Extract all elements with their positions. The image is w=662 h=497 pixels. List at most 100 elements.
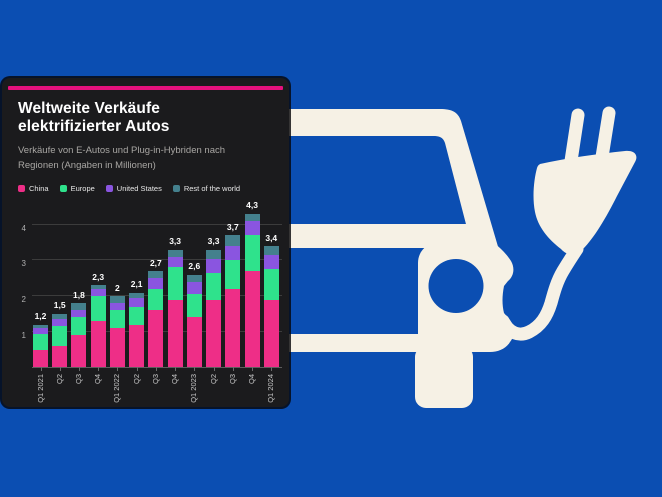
bar-total-label: 1,2 <box>34 311 47 322</box>
legend-swatch <box>105 185 113 193</box>
bar-segment-china <box>263 299 279 368</box>
bar-segment-china <box>90 321 106 368</box>
bar-segment-united-states <box>206 258 222 273</box>
axis-tick <box>213 367 215 372</box>
bar-total-label: 3,3 <box>169 236 182 247</box>
axis-tick <box>59 367 61 372</box>
bar-group <box>52 313 68 368</box>
bar-segment-europe <box>225 260 241 289</box>
car-beltline <box>268 224 475 248</box>
chart-legend: China Europe United States Rest of the worl… <box>18 184 277 193</box>
bar-segment-united-states <box>244 221 260 236</box>
x-axis-label: Q3 <box>150 374 160 385</box>
bar-segment-rest-of-the-world <box>129 292 145 298</box>
bar-group <box>225 235 241 368</box>
axis-tick <box>117 367 119 372</box>
x-axis-label: Q1 2024 <box>266 374 276 404</box>
legend-item: United States <box>105 184 162 194</box>
charging-plug <box>533 150 637 255</box>
bar-segment-rest-of-the-world <box>263 246 279 255</box>
legend-label: Europe <box>70 184 95 194</box>
x-axis-label: Q4 <box>247 374 257 385</box>
bar-segment-united-states <box>109 303 125 311</box>
legend-label: China <box>29 184 49 194</box>
bar-group <box>109 296 125 368</box>
bar-total-label: 1,5 <box>53 300 66 311</box>
bar-segment-united-states <box>129 297 145 307</box>
bar-segment-united-states <box>263 255 279 270</box>
bar-total-label: 2,1 <box>130 278 143 289</box>
accent-bar <box>8 86 283 90</box>
legend-item: China <box>18 184 49 193</box>
bar-segment-rest-of-the-world <box>148 271 164 279</box>
axis-tick <box>98 367 100 372</box>
gridline <box>32 259 282 261</box>
bar-segment-china <box>225 288 241 368</box>
bar-segment-rest-of-the-world <box>71 303 87 311</box>
gridline <box>32 223 282 225</box>
bar-group <box>167 249 183 368</box>
bar-total-label: 3,3 <box>207 236 220 247</box>
x-axis-label: Q3 <box>227 374 237 385</box>
wheel-arch-cutout <box>428 259 484 313</box>
bar-group <box>33 324 48 368</box>
bar-segment-rest-of-the-world <box>225 235 241 247</box>
bar-segment-europe <box>206 272 222 300</box>
bar-segment-rest-of-the-world <box>90 285 106 289</box>
bar-segment-europe <box>109 310 125 329</box>
plug-prong-left <box>564 108 585 168</box>
legend-label: Rest of the world <box>183 184 241 194</box>
bar-total-label: 2 <box>115 282 120 293</box>
x-axis-label: Q1 2023 <box>189 374 199 404</box>
x-axis-label: Q1 2022 <box>112 374 122 404</box>
bar-segment-china <box>186 317 202 368</box>
bar-segment-europe <box>148 288 164 311</box>
chart-card: Weltweite Verkäufe elektrifizierter Auto… <box>2 78 289 407</box>
card-content: Weltweite Verkäufe elektrifizierter Auto… <box>2 100 289 403</box>
bar-segment-rest-of-the-world <box>186 274 202 282</box>
car-wheel <box>415 346 473 408</box>
bar-segment-china <box>33 349 48 368</box>
chart-subtitle: Verkäufe von E-Autos und Plug-in-Hybride… <box>18 145 226 171</box>
bar-segment-china <box>109 328 125 368</box>
axis-tick <box>155 367 157 372</box>
x-axis-label: Q3 <box>73 374 83 385</box>
bar-segment-china <box>52 346 68 368</box>
bar-group <box>263 246 279 368</box>
axis-tick <box>40 367 42 372</box>
chart-title: Weltweite Verkäufe elektrifizierter Auto… <box>18 100 170 135</box>
x-axis-label: Q2 <box>54 374 64 385</box>
bar-segment-rest-of-the-world <box>167 249 183 257</box>
bar-total-label: 3,4 <box>265 232 278 243</box>
bar-segment-china <box>129 324 145 368</box>
bar-group <box>244 213 260 368</box>
x-axis-label: Q4 <box>93 374 103 385</box>
x-axis-label: Q2 <box>208 374 218 385</box>
bar-segment-europe <box>167 267 183 300</box>
axis-tick <box>232 367 234 372</box>
axis-tick <box>271 367 273 372</box>
x-axis-label: Q1 2021 <box>35 374 45 404</box>
bar-segment-rest-of-the-world <box>109 296 125 304</box>
bar-segment-europe <box>71 317 87 336</box>
bar-group <box>206 249 222 368</box>
legend-swatch <box>172 185 180 193</box>
bar-segment-rest-of-the-world <box>206 249 222 259</box>
bar-segment-china <box>244 271 260 368</box>
bar-segment-united-states <box>52 319 68 327</box>
bar-segment-united-states <box>186 281 202 295</box>
bar-segment-europe <box>90 296 106 322</box>
axis-tick <box>252 367 254 372</box>
bar-segment-europe <box>52 326 68 347</box>
bar-segment-united-states <box>167 256 183 268</box>
legend-label: United States <box>116 184 162 194</box>
bar-segment-europe <box>263 269 279 300</box>
stacked-bar-plot: 1 2 3 4 1,2 Q1 2021 1,5 Q2 1,8 Q3 2,3 Q4 2 Q1 2022 2,1… <box>22 201 282 403</box>
bar-segment-rest-of-the-world <box>33 324 48 329</box>
axis-tick <box>194 367 196 372</box>
x-axis-label: Q4 <box>170 374 180 385</box>
legend-swatch <box>59 185 67 193</box>
legend-swatch <box>18 185 25 193</box>
bar-total-label: 4,3 <box>246 200 258 211</box>
